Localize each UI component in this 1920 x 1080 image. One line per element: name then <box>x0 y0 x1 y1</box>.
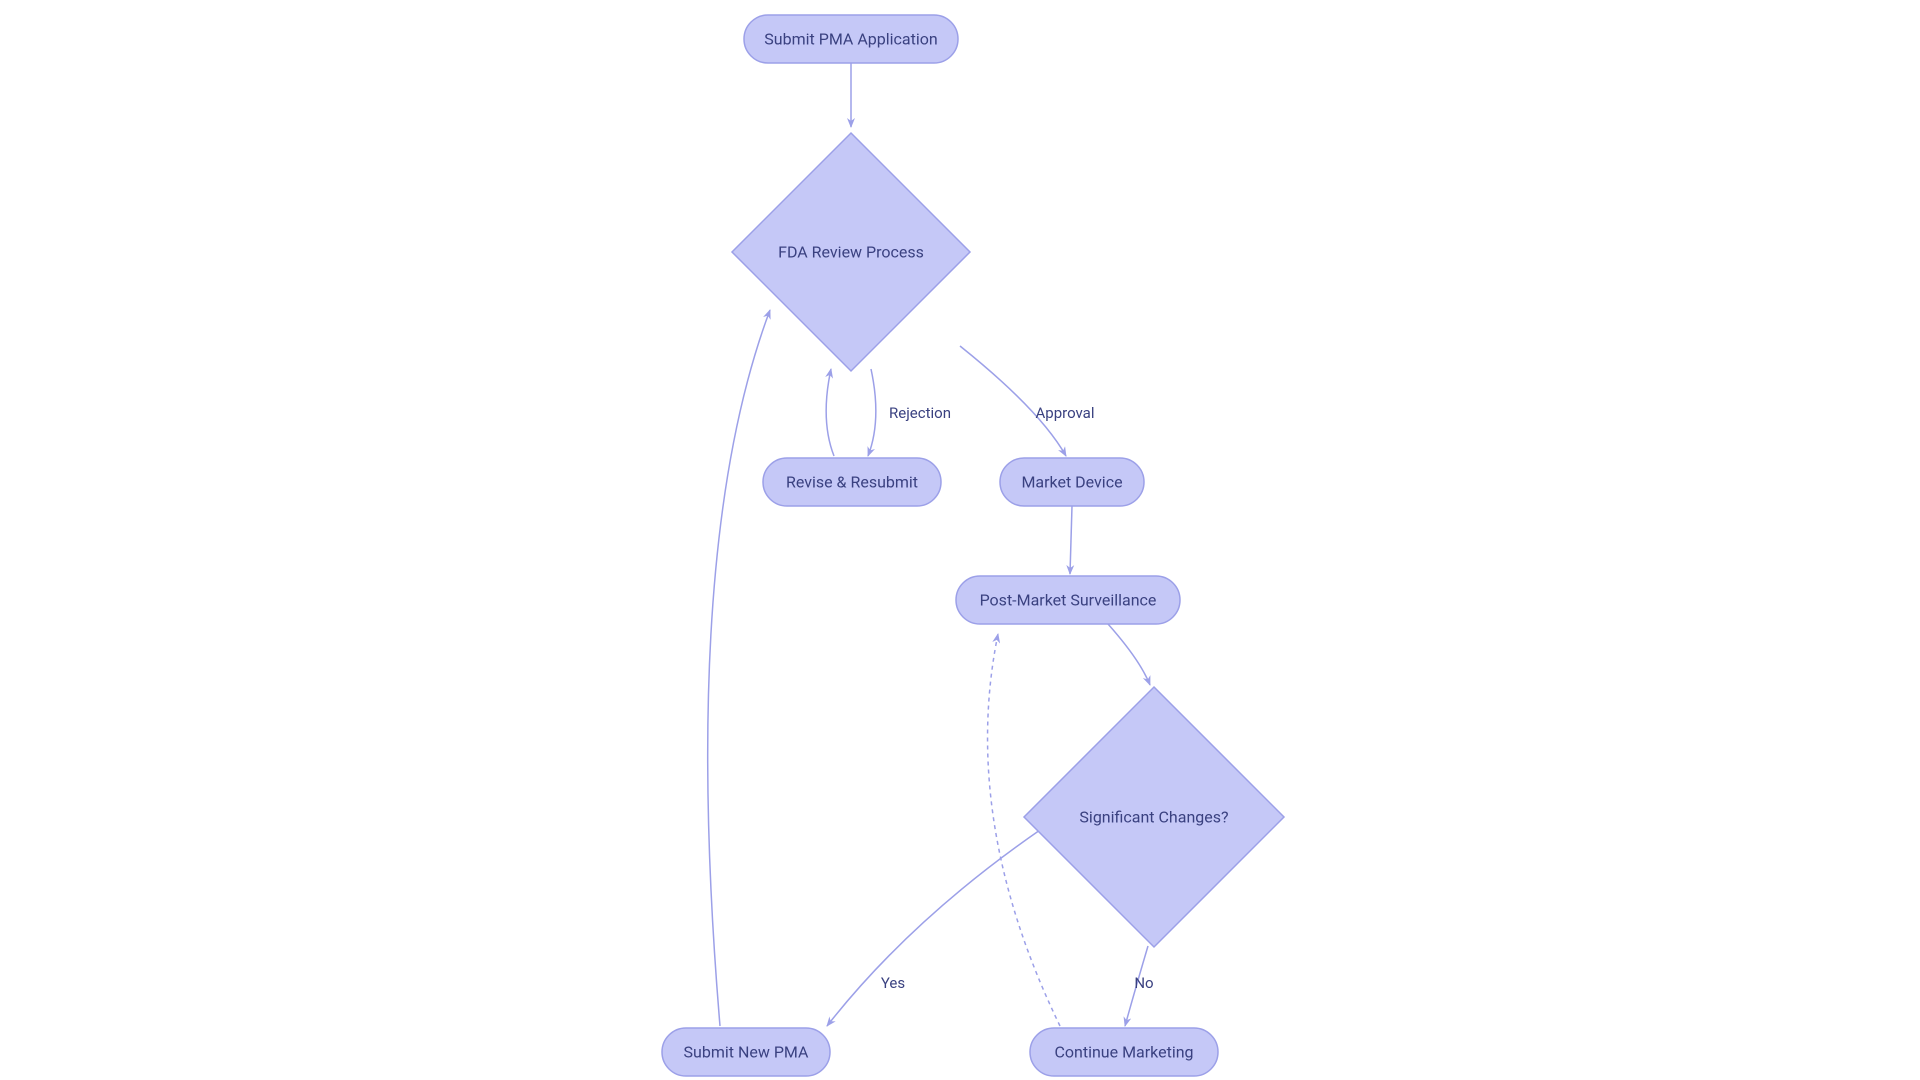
node-label-revise: Revise & Resubmit <box>786 473 918 492</box>
edge-review-revise <box>868 369 876 456</box>
node-label-market: Market Device <box>1021 473 1122 492</box>
node-label-continue: Continue Marketing <box>1054 1043 1193 1062</box>
node-label-review: FDA Review Process <box>778 243 924 262</box>
edge-post-changes <box>1108 624 1150 685</box>
edge-revise-review <box>826 369 834 456</box>
node-label-post: Post-Market Surveillance <box>980 591 1157 610</box>
node-review: FDA Review Process <box>732 133 970 371</box>
node-market: Market Device <box>1000 458 1144 506</box>
node-continue: Continue Marketing <box>1030 1028 1218 1076</box>
edge-label-review-market: Approval <box>1036 404 1095 422</box>
node-revise: Revise & Resubmit <box>763 458 941 506</box>
edge-changes-newpma <box>827 830 1040 1026</box>
edge-label-changes-newpma: Yes <box>881 974 905 992</box>
edge-review-market <box>960 346 1066 456</box>
edge-label-changes-continue: No <box>1134 974 1153 992</box>
node-label-submit: Submit PMA Application <box>764 30 937 49</box>
node-label-changes: Significant Changes? <box>1079 808 1228 827</box>
flowchart-canvas: Submit PMA Application FDA Review Process… <box>0 0 1920 1080</box>
node-label-newpma: Submit New PMA <box>684 1043 810 1062</box>
edge-market-post <box>1070 506 1072 574</box>
edge-label-review-revise: Rejection <box>889 404 951 422</box>
node-post: Post-Market Surveillance <box>956 576 1180 624</box>
node-newpma: Submit New PMA <box>662 1028 830 1076</box>
node-changes: Significant Changes? <box>1024 687 1284 947</box>
node-submit: Submit PMA Application <box>744 15 958 63</box>
edge-newpma-review <box>708 310 770 1026</box>
